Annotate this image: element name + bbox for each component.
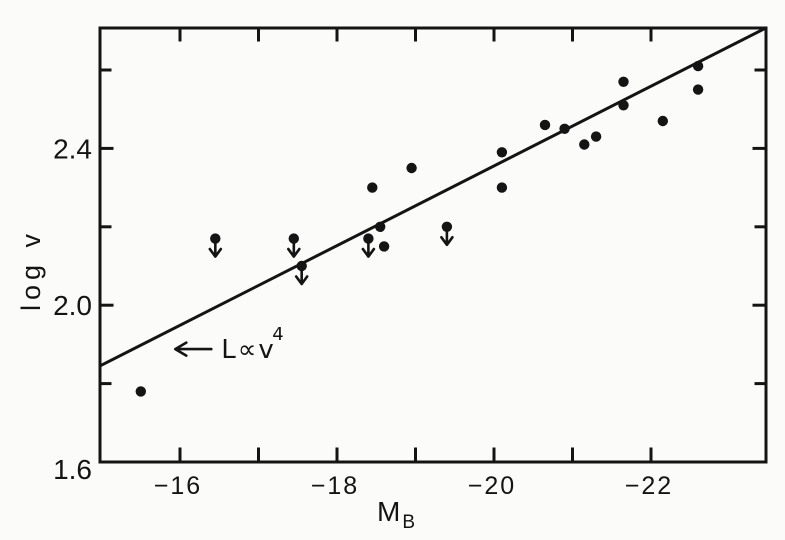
plot-frame xyxy=(98,26,768,464)
data-point xyxy=(590,131,602,142)
annotation-text: L∝v xyxy=(221,335,275,365)
x-tick-label: −16 xyxy=(154,472,202,500)
down-arrow-icon xyxy=(361,241,376,258)
down-arrow-icon xyxy=(287,241,301,258)
upper-limit-point xyxy=(296,260,307,272)
upper-limit-marker xyxy=(440,221,454,247)
fit-line-annotation: L∝v4 xyxy=(173,324,284,365)
upper-limit-point xyxy=(441,221,453,232)
data-point xyxy=(657,115,668,127)
upper-limit-point xyxy=(288,233,299,244)
down-arrow-icon xyxy=(440,229,454,247)
data-point xyxy=(496,147,508,158)
data-point xyxy=(375,221,386,232)
data-point xyxy=(406,162,417,174)
data-point xyxy=(496,182,508,193)
data-point xyxy=(618,76,629,88)
annotation-exponent: 4 xyxy=(272,324,283,345)
upper-limit-marker xyxy=(361,233,376,258)
upper-limit-point xyxy=(210,233,221,244)
x-tick-label: −18 xyxy=(311,472,359,500)
down-arrow-icon xyxy=(208,241,223,258)
y-tick-label: 2.0 xyxy=(53,290,92,321)
upper-limit-marker xyxy=(294,260,309,286)
y-axis-title: log v xyxy=(16,229,46,311)
data-point xyxy=(579,139,590,150)
upper-limit-marker xyxy=(287,233,301,258)
upper-limit-point xyxy=(363,233,374,244)
fit-line xyxy=(99,26,767,368)
x-tick-label: −22 xyxy=(625,472,673,500)
data-point xyxy=(692,84,704,95)
data-point xyxy=(367,182,378,193)
left-arrow-icon xyxy=(173,341,213,357)
down-arrow-icon xyxy=(294,268,309,286)
data-point xyxy=(559,123,570,134)
y-tick-label: 1.6 xyxy=(53,454,92,485)
data-point xyxy=(618,100,629,111)
data-point xyxy=(539,119,551,131)
data-point xyxy=(378,241,390,252)
y-tick-label: 2.4 xyxy=(53,133,92,164)
data-point xyxy=(135,386,146,397)
x-tick-label: −20 xyxy=(468,472,516,500)
data-point xyxy=(692,60,704,72)
upper-limit-marker xyxy=(208,233,223,258)
